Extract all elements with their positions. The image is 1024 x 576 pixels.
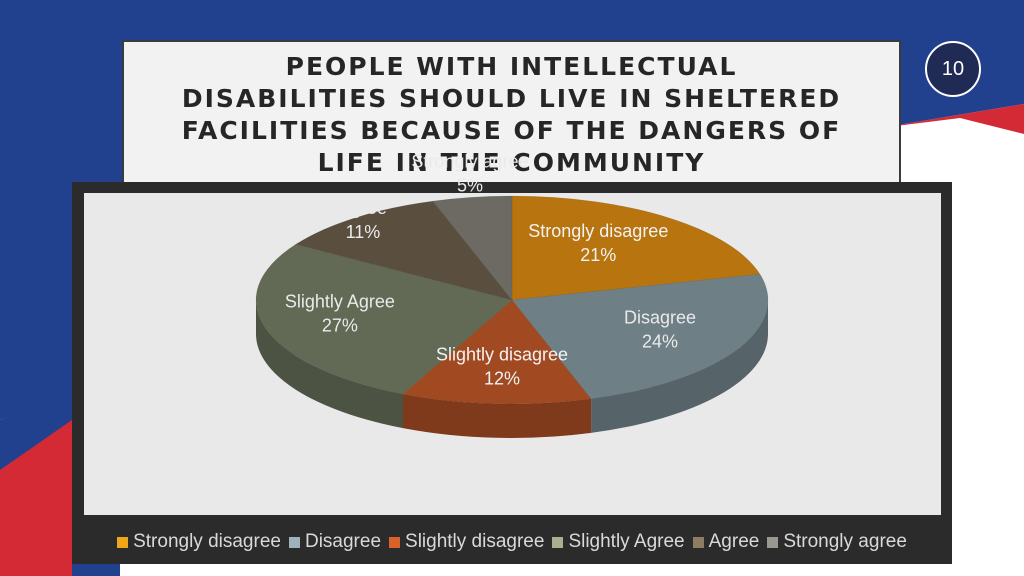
legend-item-slightly-disagree: Slightly disagree [389,531,544,553]
legend-item-disagree: Disagree [288,531,382,553]
legend-label: Strongly disagree [133,531,281,552]
page-number: 10 [941,57,965,80]
pie-slice-strongly-agree [432,195,513,301]
legend-item-strongly-agree: Strongly agree [767,531,907,553]
pie-label-slightly-agree: Slightly Agree 27% [285,292,395,336]
pie-slice-slightly-disagree [402,299,592,405]
legend-label: Slightly disagree [405,531,545,552]
pie-label-strongly-disagree: Strongly disagree 21% [528,221,668,265]
pie-side-slightly-disagree [403,394,592,439]
legend-label: Agree [708,531,760,552]
chart-legend: Strongly disagree Disagree Slightly disagr… [72,525,952,559]
legend-label: Disagree [304,531,382,552]
pie-side-disagree [591,300,768,433]
pie-label-slightly-disagree: Slightly disagree 12% [436,344,568,388]
legend-swatch [692,536,704,548]
pie-side-slightly-agree [256,300,404,429]
pie-side-walls [256,300,768,439]
legend-swatch [389,536,401,548]
legend-label: Strongly agree [783,531,907,552]
pie-label-strongly-agree: Strongly agree 5% [411,152,528,196]
legend-item-agree: Agree [692,531,760,553]
legend-swatch [767,536,779,548]
pie-slice-agree [295,200,513,301]
pie-slice-slightly-agree [255,244,513,395]
legend-swatch [117,536,129,548]
pie-slice-strongly-disagree [511,195,761,301]
slide-title: PEOPLE WITH INTELLECTUAL DISABILITIES SH… [181,52,842,177]
legend-swatch [288,536,300,548]
pie-label-disagree: Disagree 24% [624,308,696,352]
slide-title-box: PEOPLE WITH INTELLECTUAL DISABILITIES SH… [122,40,901,190]
pie-slice-disagree [511,273,769,400]
pie-label-agree: Agree 11% [339,198,387,242]
legend-item-strongly-disagree: Strongly disagree [117,531,281,553]
page-number-badge: 10 [925,41,981,97]
legend-swatch [552,536,564,548]
legend-item-slightly-agree: Slightly Agree [552,531,685,553]
legend-label: Slightly Agree [568,531,685,552]
